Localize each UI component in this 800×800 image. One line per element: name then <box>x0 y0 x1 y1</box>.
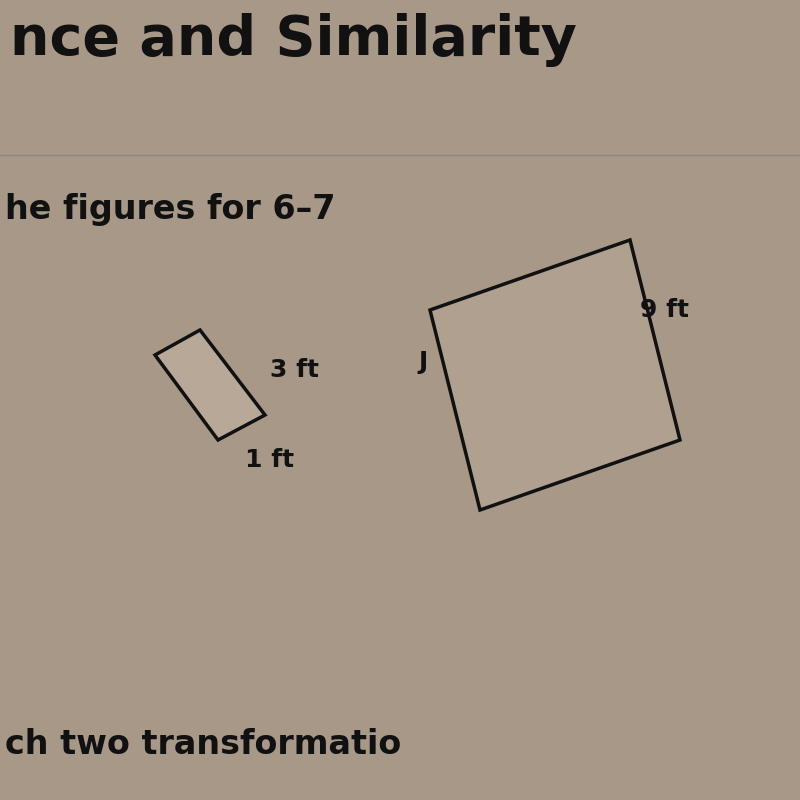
Text: 9 ft: 9 ft <box>640 298 689 322</box>
Text: 1 ft: 1 ft <box>245 448 294 472</box>
Text: nce and Similarity: nce and Similarity <box>10 13 577 67</box>
Text: J: J <box>418 350 427 374</box>
Text: he figures for 6–7: he figures for 6–7 <box>5 194 335 226</box>
Polygon shape <box>155 330 265 440</box>
Text: 3 ft: 3 ft <box>270 358 319 382</box>
Text: ch two transformatio: ch two transformatio <box>5 729 402 762</box>
Polygon shape <box>430 240 680 510</box>
